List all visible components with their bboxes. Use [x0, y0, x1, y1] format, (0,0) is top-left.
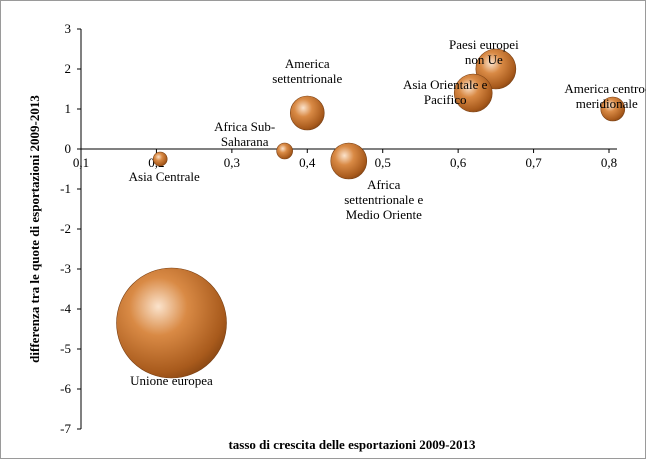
x-tick-label: 0,3 [224, 155, 240, 170]
y-axis-title: differenza tra le quote di esportazioni … [27, 95, 42, 363]
x-tick-label: 0,6 [450, 155, 467, 170]
bubble-label-line: Paesi europei [449, 37, 519, 52]
x-tick-label: 0,5 [375, 155, 391, 170]
y-tick-label: -5 [60, 341, 71, 356]
y-tick-label: 2 [65, 61, 72, 76]
bubble-label-line: Pacifico [424, 92, 467, 107]
bubble-label: America settentrionale [272, 56, 342, 86]
y-tick-label: -7 [60, 421, 71, 436]
bubble [600, 96, 626, 122]
y-tick-label: -3 [60, 261, 71, 276]
y-tick-label: -2 [60, 221, 71, 236]
y-tick-label: -6 [60, 381, 71, 396]
bubble-label-line: settentrionale e [344, 192, 423, 207]
y-tick-label: 0 [65, 141, 72, 156]
x-tick-label: 0,1 [73, 155, 89, 170]
bubble-label-line: Asia Orientale e [403, 77, 488, 92]
bubble [330, 142, 368, 180]
bubble-label-line: Unione europea [130, 373, 213, 388]
bubble-label: America centro-meridionale [564, 81, 646, 111]
y-tick-label: 1 [65, 101, 72, 116]
bubble [453, 73, 493, 113]
bubble-label: Africa Sub-Saharana [214, 119, 275, 149]
x-tick-label: 0,4 [299, 155, 316, 170]
x-axis-title: tasso di crescita delle esportazioni 200… [228, 437, 476, 452]
bubble-label: Unione europea [130, 373, 213, 388]
bubble [152, 151, 168, 167]
bubble-label-line: Africa Sub- [214, 119, 275, 134]
bubble-label-line: settentrionale [272, 71, 342, 86]
bubble [276, 142, 293, 160]
bubble-label: Asia Orientale e Pacifico [403, 77, 488, 107]
bubble [289, 95, 325, 131]
bubble-label-line: Africa [367, 177, 400, 192]
bubble-label: Africa settentrionale e Medio Oriente [344, 177, 423, 222]
y-tick-label: -4 [60, 301, 71, 316]
bubble-label-line: Asia Centrale [129, 169, 200, 184]
bubble-label-line: non Ue [465, 52, 503, 67]
bubble-label: Paesi europei non Ue [449, 37, 519, 67]
y-tick-label: -1 [60, 181, 71, 196]
bubble-label-line: America [285, 56, 330, 71]
bubble-label-line: America centro- [564, 81, 646, 96]
y-tick-label: 3 [65, 21, 72, 36]
bubble [116, 267, 227, 379]
bubble-label-line: Saharana [221, 134, 269, 149]
bubble-label-line: Medio Oriente [346, 207, 422, 222]
bubble-label: Asia Centrale [129, 169, 200, 184]
x-tick-label: 0,8 [601, 155, 617, 170]
bubble-label-line: meridionale [576, 96, 638, 111]
x-tick-label: 0,7 [525, 155, 542, 170]
